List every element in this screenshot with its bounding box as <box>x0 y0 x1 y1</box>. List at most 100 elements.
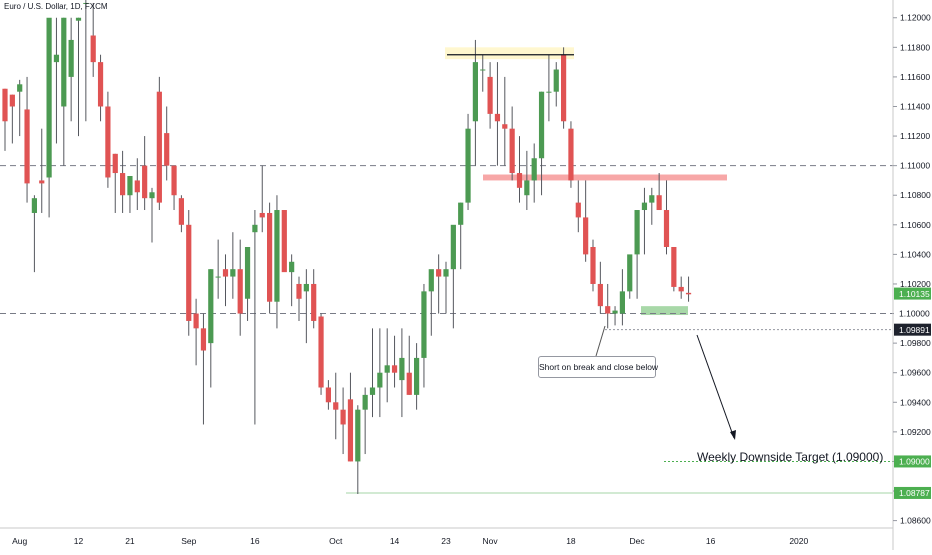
candle <box>369 328 376 418</box>
candle-body <box>274 210 280 302</box>
candle <box>414 343 420 410</box>
candle <box>303 269 309 344</box>
candle-body <box>465 128 471 203</box>
candle <box>333 372 339 440</box>
candle-body <box>685 292 692 295</box>
candle-body <box>222 269 229 277</box>
x-tick-label: 16 <box>250 536 260 546</box>
candle <box>142 136 148 211</box>
candle-body <box>156 91 162 203</box>
candle <box>531 143 537 203</box>
candle-body <box>538 91 545 159</box>
candle-body <box>443 269 449 277</box>
candle <box>340 387 346 455</box>
y-tick-label: 1.10200 <box>900 279 931 289</box>
target-label: Weekly Downside Target (1.09000) <box>697 450 884 464</box>
candle <box>355 405 361 494</box>
candle-body <box>575 202 581 218</box>
candle <box>120 150 126 213</box>
price-label-2-bg <box>894 307 931 320</box>
downside-arrow-line <box>696 334 735 439</box>
y-tick-label: 1.09800 <box>900 338 931 348</box>
candle-body <box>193 313 199 329</box>
price-label-1: 1.10135 <box>899 289 930 299</box>
candle-body <box>612 310 618 314</box>
x-tick-label: 12 <box>74 536 84 546</box>
candle <box>17 79 23 137</box>
candle-body <box>208 269 214 344</box>
candle-body <box>472 62 478 122</box>
candle-body <box>428 269 434 292</box>
x-tick-label: Sep <box>181 536 196 546</box>
candle-body <box>399 357 405 381</box>
candle <box>208 269 214 388</box>
candle-body <box>487 76 493 114</box>
level-lines <box>0 165 893 494</box>
candle-body <box>46 17 52 178</box>
x-tick-label: 14 <box>390 536 400 546</box>
candle-body <box>281 210 287 273</box>
downside-arrow-head <box>730 430 736 440</box>
candle <box>149 187 155 243</box>
entry-zone <box>641 306 688 316</box>
candle-body <box>369 387 376 395</box>
candle <box>656 173 662 211</box>
candle <box>252 210 258 425</box>
x-tick-label: Dec <box>630 536 646 546</box>
candle-body <box>678 286 684 292</box>
price-label-1-bg <box>894 287 931 300</box>
candle <box>575 180 581 233</box>
candle-body <box>75 17 82 21</box>
candle <box>311 269 317 329</box>
candle <box>2 88 8 151</box>
candle-body <box>31 198 37 213</box>
candle-body <box>149 192 155 199</box>
price-label-2: 1.10000 <box>899 309 930 319</box>
price-label-5: 1.08787 <box>899 488 930 498</box>
candle <box>450 224 456 329</box>
candle-body <box>391 365 398 373</box>
candle-body <box>311 283 317 321</box>
candle-body <box>561 54 567 122</box>
candle <box>663 180 670 255</box>
candle-body <box>641 202 648 211</box>
candle-body <box>597 283 603 307</box>
candle <box>494 62 501 166</box>
candle <box>83 0 89 122</box>
candle-body <box>553 69 559 92</box>
candle <box>399 328 405 418</box>
candle <box>200 313 207 425</box>
candle <box>97 54 104 122</box>
candle <box>90 2 96 77</box>
candle-body <box>583 217 589 255</box>
candle-body <box>289 261 295 273</box>
candle <box>627 254 633 299</box>
candle-body <box>53 54 60 63</box>
candle-body <box>97 62 104 107</box>
candle-body <box>568 128 574 181</box>
candle-body <box>90 35 96 63</box>
candle <box>391 335 398 388</box>
candle <box>112 153 118 213</box>
candle <box>46 17 52 218</box>
x-tick-label: Oct <box>329 536 343 546</box>
candle <box>678 276 684 299</box>
price-label-3-bg <box>894 323 931 336</box>
candle <box>685 276 692 302</box>
candle <box>612 306 618 326</box>
candle <box>259 165 265 233</box>
candle-body <box>120 173 126 196</box>
candle <box>296 276 302 321</box>
x-tick-label: 21 <box>125 536 135 546</box>
candle-body <box>164 133 170 166</box>
supply-zone <box>483 174 727 181</box>
candle <box>105 91 111 188</box>
y-tick-label: 1.11200 <box>900 131 930 141</box>
x-tick-label: 18 <box>566 536 576 546</box>
candle <box>649 187 655 225</box>
candle-body <box>494 113 501 122</box>
candle <box>472 39 478 166</box>
price-label-5-bg <box>894 486 931 499</box>
x-tick-label: 23 <box>441 536 451 546</box>
